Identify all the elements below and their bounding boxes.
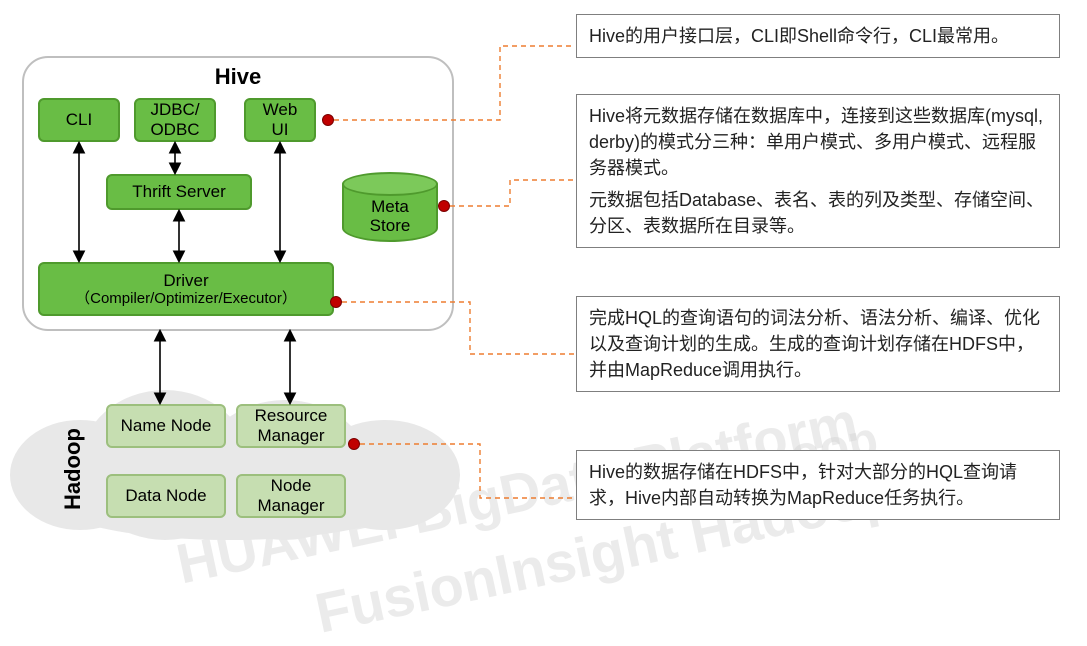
callout-3-text: 完成HQL的查询语句的词法分析、语法分析、编译、优化以及查询计划的生成。生成的查… — [589, 305, 1047, 383]
callout-2-p2: 元数据包括Database、表名、表的列及类型、存储空间、分区、表数据所在目录等… — [589, 187, 1047, 239]
node-datanode: Data Node — [106, 474, 226, 518]
node-thrift-label: Thrift Server — [132, 182, 226, 202]
dot-web — [322, 114, 334, 126]
node-jdbc-label: JDBC/ ODBC — [150, 100, 199, 139]
callout-2: Hive将元数据存储在数据库中，连接到这些数据库(mysql, derby)的模… — [576, 94, 1060, 248]
node-resmgr-label: Resource Manager — [255, 406, 328, 445]
callout-1: Hive的用户接口层，CLI即Shell命令行，CLI最常用。 — [576, 14, 1060, 58]
node-namenode-label: Name Node — [121, 416, 212, 436]
dot-metastore — [438, 200, 450, 212]
node-web: Web UI — [244, 98, 316, 142]
dot-resmgr — [348, 438, 360, 450]
node-nodemgr-label: Node Manager — [257, 476, 324, 515]
node-datanode-label: Data Node — [125, 486, 206, 506]
node-resmgr: Resource Manager — [236, 404, 346, 448]
callout-4: Hive的数据存储在HDFS中，针对大部分的HQL查询请求，Hive内部自动转换… — [576, 450, 1060, 520]
callout-3: 完成HQL的查询语句的词法分析、语法分析、编译、优化以及查询计划的生成。生成的查… — [576, 296, 1060, 392]
node-web-label: Web UI — [263, 100, 298, 139]
node-metastore: Meta Store — [342, 172, 438, 242]
node-thrift: Thrift Server — [106, 174, 252, 210]
node-nodemgr: Node Manager — [236, 474, 346, 518]
hive-title: Hive — [22, 64, 454, 90]
node-jdbc: JDBC/ ODBC — [134, 98, 216, 142]
dot-driver — [330, 296, 342, 308]
node-namenode: Name Node — [106, 404, 226, 448]
callout-1-text: Hive的用户接口层，CLI即Shell命令行，CLI最常用。 — [589, 23, 1047, 49]
node-driver-sub: （Compiler/Optimizer/Executor） — [75, 290, 297, 307]
hadoop-label: Hadoop — [60, 428, 86, 510]
node-cli-label: CLI — [66, 110, 92, 130]
node-driver: Driver （Compiler/Optimizer/Executor） — [38, 262, 334, 316]
node-cli: CLI — [38, 98, 120, 142]
callout-2-p1: Hive将元数据存储在数据库中，连接到这些数据库(mysql, derby)的模… — [589, 103, 1047, 181]
node-metastore-label: Meta Store — [342, 198, 438, 235]
node-driver-title: Driver — [163, 271, 208, 291]
callout-4-text: Hive的数据存储在HDFS中，针对大部分的HQL查询请求，Hive内部自动转换… — [589, 459, 1047, 511]
